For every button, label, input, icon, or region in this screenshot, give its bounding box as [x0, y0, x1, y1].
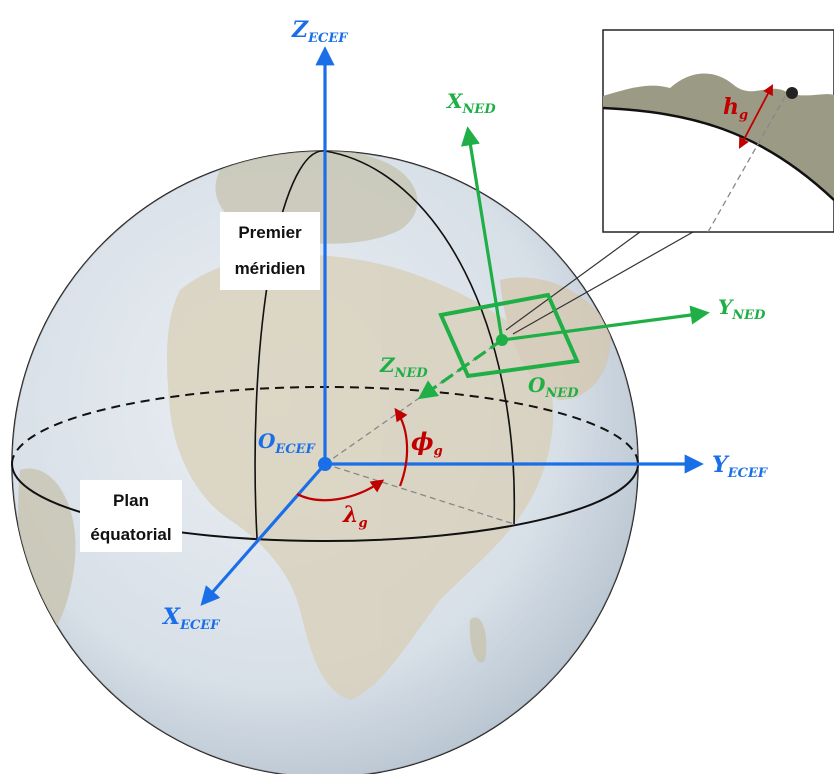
- z-ecef-label: ZECEF: [291, 17, 348, 46]
- latitude-label: ϕg: [411, 427, 443, 459]
- y-ned-label: YNED: [718, 295, 766, 323]
- prime-meridian-line-1: Premier: [238, 223, 302, 242]
- x-ecef-label: XECEF: [161, 604, 220, 633]
- y-ecef-label: YECEF: [712, 452, 768, 481]
- o-ecef-label: OECEF: [258, 429, 316, 457]
- equatorial-plane-label: Plan équatorial: [80, 480, 182, 552]
- y-ned-axis: [501, 305, 710, 342]
- x-ecef-axis: [200, 462, 327, 606]
- z-ned-label: ZNED: [379, 353, 428, 381]
- helper-lines: [324, 339, 515, 525]
- x-ned-label: XNED: [445, 89, 496, 117]
- terrain-inset-icon: [602, 29, 834, 233]
- callout-lines: [505, 231, 694, 335]
- prime-meridian-line-2: méridien: [235, 259, 306, 278]
- ned-tangent-plane: [438, 292, 580, 379]
- prime-meridian-label: Premier méridien: [220, 212, 320, 290]
- o-ned-label: ONED: [528, 373, 579, 401]
- longitude-label: λg: [342, 502, 368, 531]
- point-marker: [786, 87, 798, 99]
- z-ned-axis: [417, 338, 503, 400]
- x-ned-axis: [460, 126, 504, 341]
- latitude-arc: [394, 407, 409, 487]
- angle-arcs: [296, 407, 409, 502]
- longitude-arc: [296, 479, 385, 502]
- ned-origin-dot: [496, 334, 508, 346]
- ecef-axes: [200, 46, 704, 606]
- equatorial-plane-line-1: Plan: [113, 491, 149, 510]
- ned-frame: [417, 126, 710, 400]
- equatorial-plane-line-2: équatorial: [90, 525, 171, 544]
- height-label: hg: [723, 94, 748, 123]
- ecef-origin-dot: [318, 457, 332, 471]
